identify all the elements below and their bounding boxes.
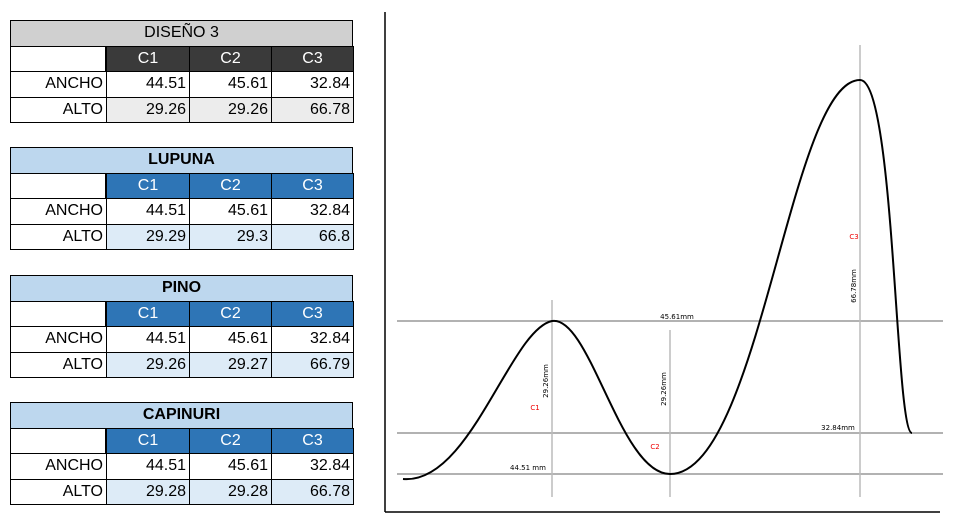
row-label: ALTO xyxy=(10,478,107,505)
row-label: ANCHO xyxy=(10,198,107,225)
column-header: C1 xyxy=(106,427,190,454)
column-header: C2 xyxy=(189,300,272,327)
dimension-label: 29.26mm xyxy=(542,364,550,398)
value-cell: 44.51 xyxy=(106,453,190,480)
table-title: LUPUNA xyxy=(10,147,353,174)
value-cell: 45.61 xyxy=(189,71,272,98)
dimension-label: 32.84mm xyxy=(821,424,855,432)
value-cell: 29.29 xyxy=(106,223,190,250)
column-header: C3 xyxy=(271,172,354,199)
value-cell: 29.28 xyxy=(189,478,272,505)
dimension-label: C2 xyxy=(650,443,659,451)
row-label: ANCHO xyxy=(10,71,107,98)
row-label: ALTO xyxy=(10,351,107,378)
value-cell: 44.51 xyxy=(106,198,190,225)
column-header: C3 xyxy=(271,300,354,327)
table-title: PINO xyxy=(10,275,353,302)
value-cell: 29.26 xyxy=(106,351,190,378)
value-cell: 44.51 xyxy=(106,71,190,98)
value-cell: 45.61 xyxy=(189,198,272,225)
column-header: C1 xyxy=(106,172,190,199)
curve xyxy=(402,78,913,481)
value-cell: 32.84 xyxy=(271,326,354,353)
value-cell: 29.26 xyxy=(189,96,272,123)
table-title: DISEÑO 3 xyxy=(10,20,353,47)
column-header: C2 xyxy=(189,172,272,199)
value-cell: 32.84 xyxy=(271,198,354,225)
dimension-label: 29.26mm xyxy=(660,372,668,406)
dimension-label: C1 xyxy=(530,404,539,412)
value-cell: 45.61 xyxy=(189,453,272,480)
header-empty xyxy=(10,300,106,327)
value-cell: 32.84 xyxy=(271,71,354,98)
header-empty xyxy=(10,45,106,72)
value-cell: 29.28 xyxy=(106,478,190,505)
value-cell: 66.78 xyxy=(271,96,354,123)
value-cell: 66.78 xyxy=(271,478,354,505)
column-header: C1 xyxy=(106,300,190,327)
table-title: CAPINURI xyxy=(10,402,353,429)
value-cell: 44.51 xyxy=(106,326,190,353)
header-empty xyxy=(10,172,106,199)
dimension-label: 45.61mm xyxy=(660,313,694,321)
value-cell: 29.26 xyxy=(106,96,190,123)
column-header: C3 xyxy=(271,45,354,72)
dimension-label: 66.78mm xyxy=(850,269,858,303)
row-label: ANCHO xyxy=(10,326,107,353)
column-header: C3 xyxy=(271,427,354,454)
column-header: C2 xyxy=(189,427,272,454)
column-header: C1 xyxy=(106,45,190,72)
row-label: ALTO xyxy=(10,96,107,123)
value-cell: 29.27 xyxy=(189,351,272,378)
value-cell: 66.79 xyxy=(271,351,354,378)
dimension-label: 44.51 mm xyxy=(510,464,546,472)
row-label: ANCHO xyxy=(10,453,107,480)
header-empty xyxy=(10,427,106,454)
value-cell: 45.61 xyxy=(189,326,272,353)
value-cell: 29.3 xyxy=(189,223,272,250)
column-header: C2 xyxy=(189,45,272,72)
row-label: ALTO xyxy=(10,223,107,250)
dimension-label: C3 xyxy=(849,233,858,241)
value-cell: 66.8 xyxy=(271,223,354,250)
value-cell: 32.84 xyxy=(271,453,354,480)
